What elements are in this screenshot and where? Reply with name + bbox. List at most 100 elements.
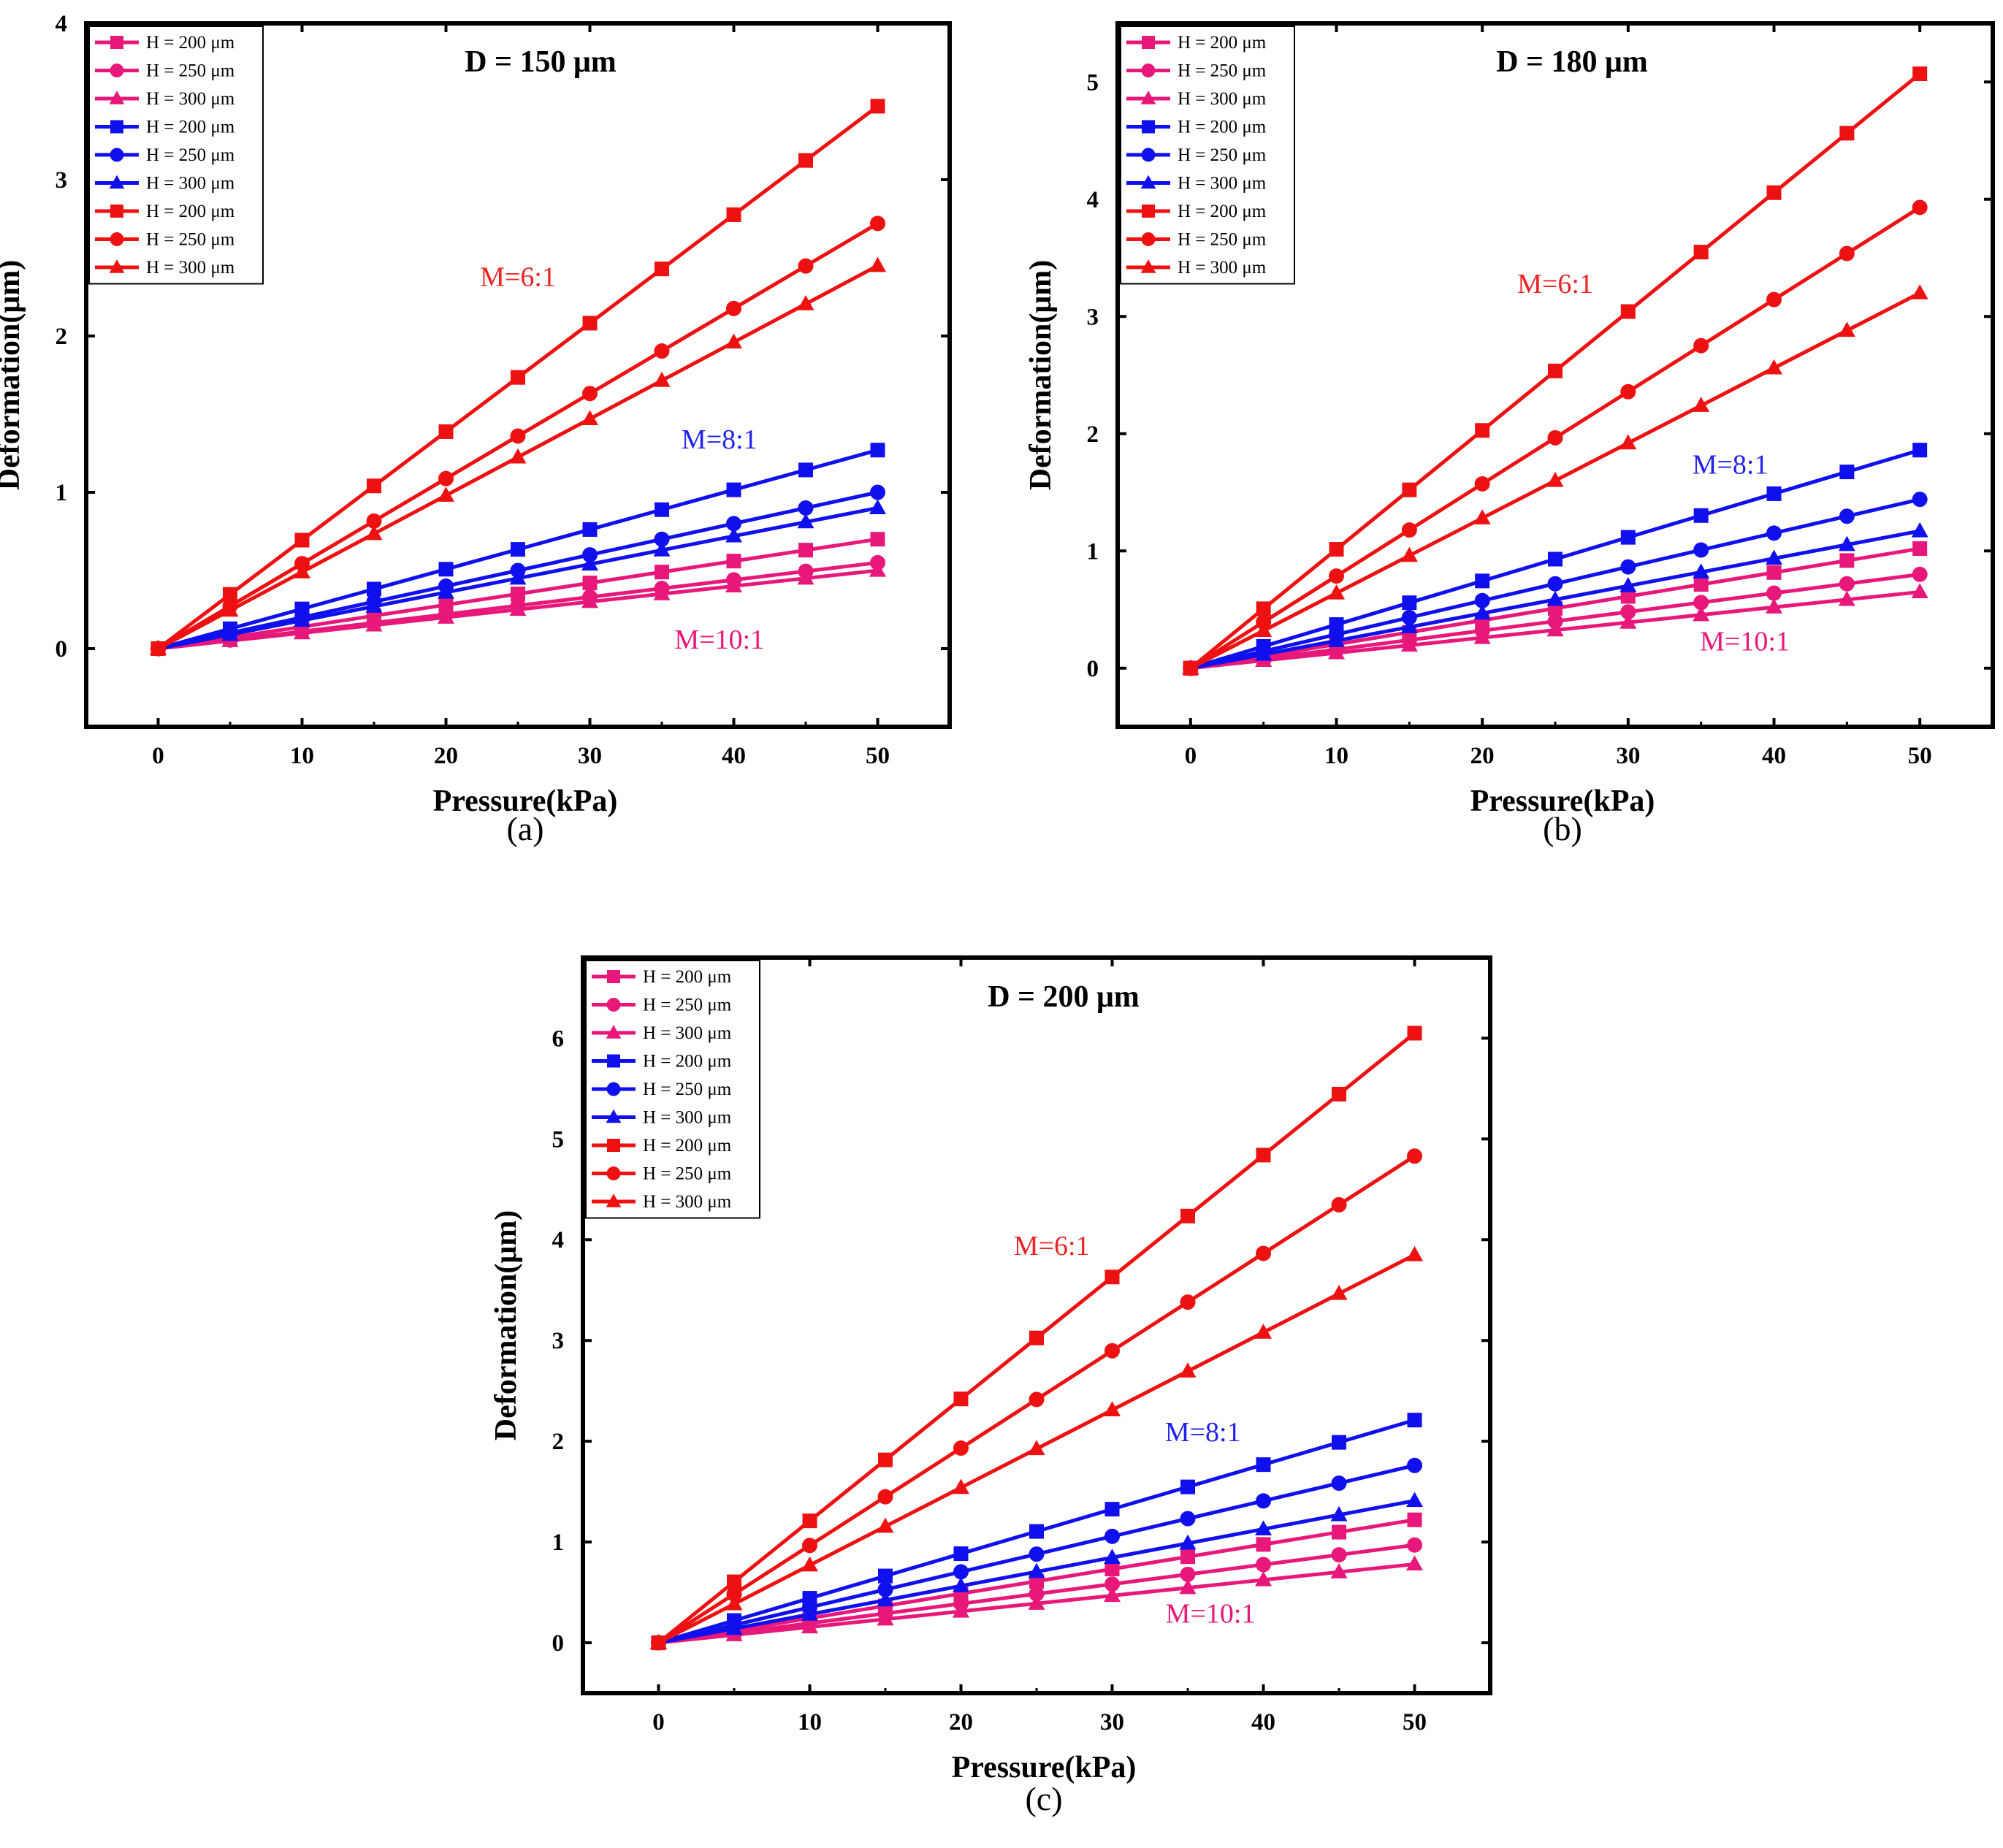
group-label: M=8:1	[682, 424, 758, 455]
data-point	[1329, 568, 1344, 584]
data-point	[1766, 549, 1782, 565]
legend-marker	[109, 175, 125, 189]
data-point	[1912, 199, 1928, 215]
series-m81-square	[150, 443, 885, 656]
x-tick-label: 0	[652, 1709, 665, 1736]
legend-marker	[110, 232, 124, 246]
data-point	[581, 410, 598, 426]
data-point	[725, 577, 742, 593]
data-point	[1330, 1284, 1348, 1300]
data-point	[1620, 559, 1636, 575]
y-tick-label: 1	[552, 1530, 565, 1556]
y-tick-label: 1	[1087, 538, 1099, 565]
series-m81-circle	[1183, 492, 1928, 676]
data-point	[1548, 363, 1563, 378]
data-point	[726, 554, 741, 569]
data-point	[1912, 566, 1928, 582]
data-point	[1180, 1511, 1196, 1527]
legend-marker	[606, 1167, 621, 1180]
data-point	[869, 499, 886, 515]
legend: H = 200 μm H = 250 μm H = 300 μm H = 200 μm…	[585, 960, 760, 1219]
legend-label: H = 200 μm	[643, 1052, 732, 1072]
data-point	[655, 502, 669, 517]
series-m61-triangle	[150, 256, 886, 655]
legend-marker	[1142, 120, 1155, 134]
legend-marker	[1142, 36, 1155, 49]
series-m61-square	[651, 1026, 1422, 1651]
legend-label: H = 250 μm	[146, 61, 235, 81]
legend-marker	[110, 205, 123, 218]
data-point	[1255, 1520, 1272, 1536]
y-tick-label: 4	[56, 11, 68, 37]
x-tick-label: 0	[1185, 743, 1197, 769]
data-point	[1256, 1537, 1271, 1552]
plot-frame	[1115, 21, 1995, 729]
data-point	[1620, 304, 1636, 319]
data-point	[1547, 429, 1563, 446]
legend-label: H = 300 μm	[643, 1023, 732, 1043]
data-point	[1407, 1413, 1422, 1428]
data-point	[1911, 522, 1928, 538]
data-point	[650, 1633, 667, 1649]
data-point	[438, 470, 454, 486]
legend-label: H = 300 μm	[146, 174, 235, 194]
x-tick-label: 20	[1470, 743, 1495, 769]
data-point	[1402, 482, 1417, 497]
x-tick-label: 30	[578, 743, 602, 769]
data-point	[1838, 590, 1855, 606]
data-point	[869, 561, 886, 577]
data-point	[294, 532, 310, 548]
data-point	[870, 532, 885, 547]
y-tick-label: 0	[552, 1630, 565, 1657]
data-point	[1180, 1566, 1196, 1582]
data-point	[726, 1586, 742, 1602]
data-point	[1104, 1269, 1120, 1285]
data-point	[1407, 1512, 1422, 1527]
data-point	[870, 484, 885, 500]
data-point	[725, 333, 742, 349]
x-tick-label: 10	[1324, 743, 1348, 769]
data-point	[725, 1595, 743, 1611]
legend-label: H = 200 μm	[643, 967, 732, 987]
legend-marker	[606, 1194, 622, 1207]
data-point	[1256, 601, 1271, 616]
series-m61-triangle	[650, 1245, 1423, 1649]
data-point	[1179, 1534, 1197, 1550]
data-point	[1619, 577, 1637, 592]
data-point	[1255, 645, 1273, 661]
x-axis-title: Pressure(kPa)	[433, 784, 618, 818]
legend-marker	[1140, 91, 1156, 104]
data-point	[1180, 1208, 1195, 1223]
legend-marker	[1140, 259, 1156, 273]
data-point	[438, 562, 454, 577]
data-point	[1332, 1524, 1346, 1540]
data-point	[1912, 492, 1928, 508]
data-point	[726, 516, 741, 532]
y-tick-label: 2	[552, 1429, 565, 1455]
data-point	[582, 576, 598, 591]
data-point	[1328, 632, 1345, 647]
legend-marker	[110, 36, 123, 49]
legend-label: H = 300 μm	[1178, 258, 1267, 278]
data-point	[801, 1618, 818, 1634]
data-point	[582, 386, 598, 402]
data-point	[1693, 337, 1709, 354]
legend-marker	[606, 1082, 621, 1096]
data-point	[1402, 595, 1417, 611]
legend: H = 200 μm H = 250 μm H = 300 μm H = 200 μm…	[1120, 26, 1295, 285]
data-point	[953, 1440, 969, 1456]
data-point	[1546, 590, 1564, 606]
legend-marker	[110, 120, 123, 134]
data-point	[1029, 1546, 1045, 1562]
x-tick-label: 20	[434, 743, 458, 769]
data-point	[1911, 583, 1928, 599]
legend-label: H = 250 μm	[146, 230, 235, 250]
data-point	[878, 1452, 893, 1467]
data-point	[221, 625, 239, 641]
legend-marker	[1140, 175, 1156, 189]
legend-label: H = 250 μm	[643, 996, 732, 1015]
data-point	[1256, 1457, 1271, 1473]
y-tick-label: 5	[1087, 69, 1099, 96]
data-point	[1619, 434, 1637, 450]
